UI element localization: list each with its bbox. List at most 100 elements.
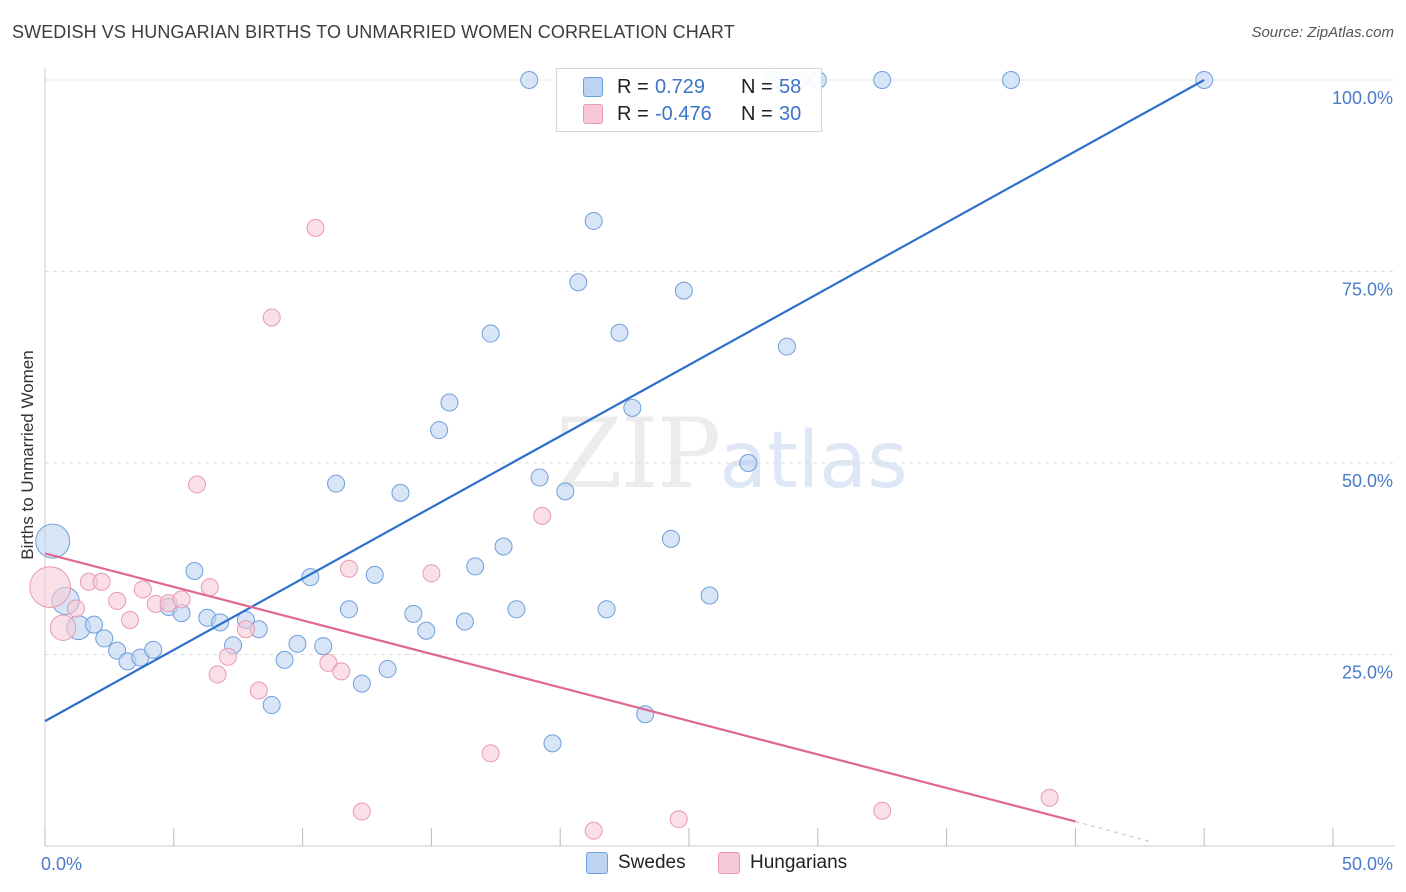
hungarians-point — [187, 475, 206, 494]
hungarians-point — [66, 599, 85, 618]
swedes-point — [520, 71, 539, 89]
swedes-point — [569, 273, 588, 292]
hungarians-point — [1040, 788, 1059, 807]
swedes-point — [275, 650, 294, 669]
swedes-point — [584, 211, 603, 230]
watermark-zip: ZIP — [556, 398, 721, 510]
hungarians-point — [208, 665, 227, 684]
swedes-point — [661, 529, 680, 548]
swedes-point — [339, 600, 358, 619]
hungarians-r-label: R = — [617, 102, 649, 125]
swedes-n-label: N = — [741, 75, 773, 98]
hungarians-point — [172, 590, 191, 609]
swedes-point — [84, 615, 103, 634]
swedes-swatch — [583, 77, 603, 97]
hungarians-point — [669, 810, 688, 829]
swedes-point — [262, 696, 281, 715]
swedes-point — [543, 734, 562, 753]
hungarians-point — [533, 506, 552, 525]
y-tick-label: 75.0% — [1342, 280, 1393, 300]
legend-row-hungarians: R = -0.476 N = 30 — [557, 100, 801, 128]
swedes-point — [35, 523, 71, 559]
swedes-point — [530, 468, 549, 487]
swedes-point — [288, 634, 307, 653]
swedes-point — [404, 604, 423, 623]
hungarians-point — [422, 564, 441, 583]
hungarians-r-value: -0.476 — [655, 102, 712, 125]
swedes-point — [352, 674, 371, 693]
swedes-point — [623, 398, 642, 417]
legend-row-swedes: R = 0.729 N = 58 — [557, 73, 801, 101]
hungarians-swatch — [583, 104, 603, 124]
hungarians-point — [873, 801, 892, 820]
hungarians-point — [306, 218, 325, 237]
swedes-point — [430, 421, 449, 440]
correlation-legend: R = 0.729 N = 58 R = -0.476 N = 30 — [556, 68, 822, 132]
legend-item-hungarians[interactable]: Hungarians — [718, 852, 847, 874]
hungarians-point — [29, 566, 72, 608]
swedes-r-label: R = — [617, 75, 649, 98]
hungarians-point — [108, 591, 127, 610]
swedes-point — [417, 621, 436, 640]
legend-item-swedes[interactable]: Swedes — [586, 852, 686, 874]
hungarians-point — [121, 611, 140, 630]
grid-lines — [45, 79, 1395, 655]
y-tick-label: 25.0% — [1342, 663, 1393, 683]
swedes-point — [466, 557, 485, 576]
hungarians-point — [584, 821, 603, 840]
hungarians-point — [319, 653, 338, 672]
swedes-point — [1002, 71, 1020, 89]
swedes-point — [455, 612, 474, 631]
swedes-point — [144, 640, 163, 659]
x-tick-label-min: 0.0% — [41, 854, 82, 874]
swedes-r-value: 0.729 — [655, 75, 706, 98]
swedes-point — [494, 537, 513, 556]
hungarians-trend-extension — [1075, 820, 1153, 843]
swedes-point — [378, 660, 397, 679]
hungarians-point — [249, 681, 268, 700]
hungarians-point — [339, 559, 358, 578]
hungarians-trend-line — [44, 552, 1076, 823]
axes — [44, 68, 1395, 847]
swedes-point — [481, 324, 500, 343]
swedes-point — [597, 600, 616, 619]
swedes-point — [314, 637, 333, 656]
swedes-point — [327, 474, 346, 493]
chart-title: SWEDISH VS HUNGARIAN BIRTHS TO UNMARRIED… — [12, 22, 735, 42]
swedes-point — [185, 562, 204, 581]
hungarians-point — [200, 578, 219, 597]
hungarians-point — [332, 662, 351, 681]
swedes-point — [777, 337, 796, 356]
swedes-point — [556, 482, 575, 501]
swedes-point — [95, 629, 114, 648]
swedes-point — [700, 586, 719, 605]
data-points — [29, 71, 1214, 840]
hungarians-point — [262, 308, 281, 327]
swedes-legend-label: Swedes — [618, 852, 686, 873]
hungarians-point — [49, 614, 77, 641]
trend-lines — [44, 79, 1205, 843]
hungarians-point — [133, 580, 152, 599]
swedes-point — [365, 565, 384, 584]
swedes-point — [440, 393, 459, 412]
watermark: ZIPatlas — [556, 398, 908, 510]
hungarians-legend-swatch — [718, 852, 740, 874]
swedes-point — [610, 323, 629, 342]
swedes-point — [507, 600, 526, 619]
swedes-trend-line — [44, 79, 1205, 723]
hungarians-n-value: 30 — [779, 102, 802, 125]
hungarians-point — [92, 572, 111, 591]
x-tick-label-max: 50.0% — [1342, 854, 1393, 874]
hungarians-n-label: N = — [741, 102, 773, 125]
hungarians-point — [481, 744, 500, 763]
swedes-point — [391, 483, 410, 502]
swedes-point — [674, 281, 693, 300]
y-tick-label: 50.0% — [1342, 471, 1393, 491]
swedes-point — [873, 71, 892, 89]
tick-labels: 25.0% 50.0% 75.0% 100.0% 0.0% 50.0% — [41, 88, 1393, 874]
swedes-n-value: 58 — [779, 75, 802, 98]
hungarians-point — [236, 620, 255, 639]
swedes-point — [739, 454, 758, 472]
swedes-legend-swatch — [586, 852, 608, 874]
